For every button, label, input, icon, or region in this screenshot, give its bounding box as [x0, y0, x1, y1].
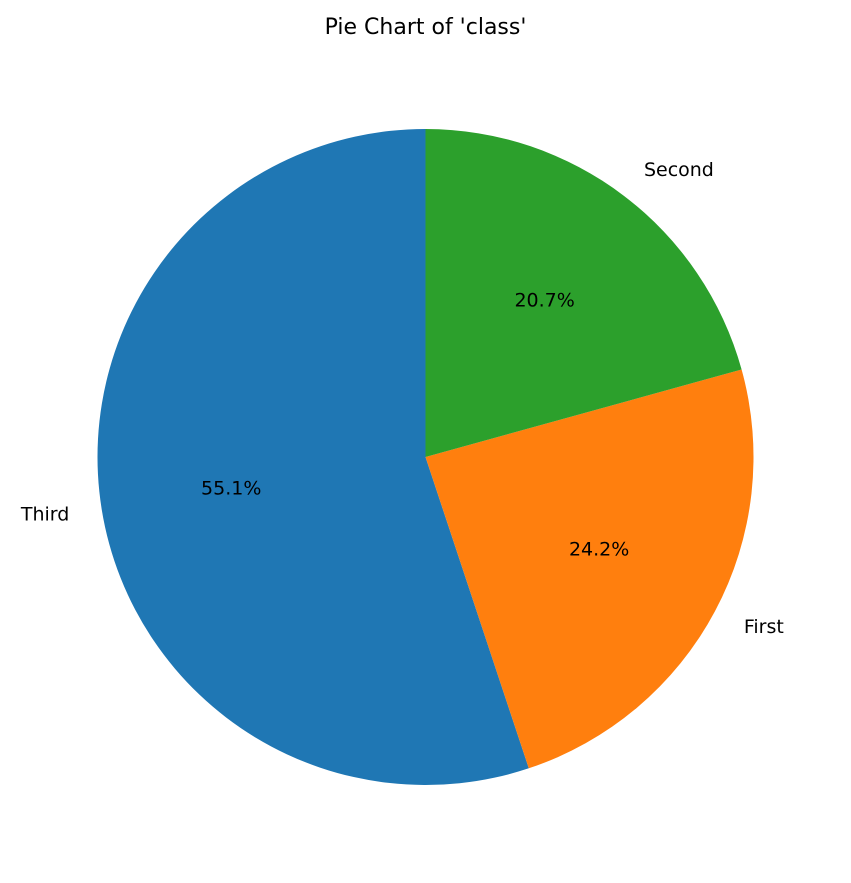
- pie-slice-first: [425, 369, 754, 769]
- slice-label-first: First: [744, 616, 784, 638]
- slice-label-second: Second: [644, 159, 714, 181]
- chart-title: Pie Chart of 'class': [325, 15, 527, 40]
- pie-slice-second: [425, 129, 742, 457]
- slice-percent-first: 24.2%: [569, 539, 629, 561]
- pie-slices: [97, 129, 754, 785]
- slice-label-third: Third: [20, 504, 69, 526]
- pie-labels: Third 55.1% First 24.2% Second 20.7%: [20, 159, 784, 638]
- pie-slice-third: [97, 129, 529, 785]
- slice-percent-second: 20.7%: [514, 289, 574, 311]
- slice-percent-third: 55.1%: [201, 477, 261, 499]
